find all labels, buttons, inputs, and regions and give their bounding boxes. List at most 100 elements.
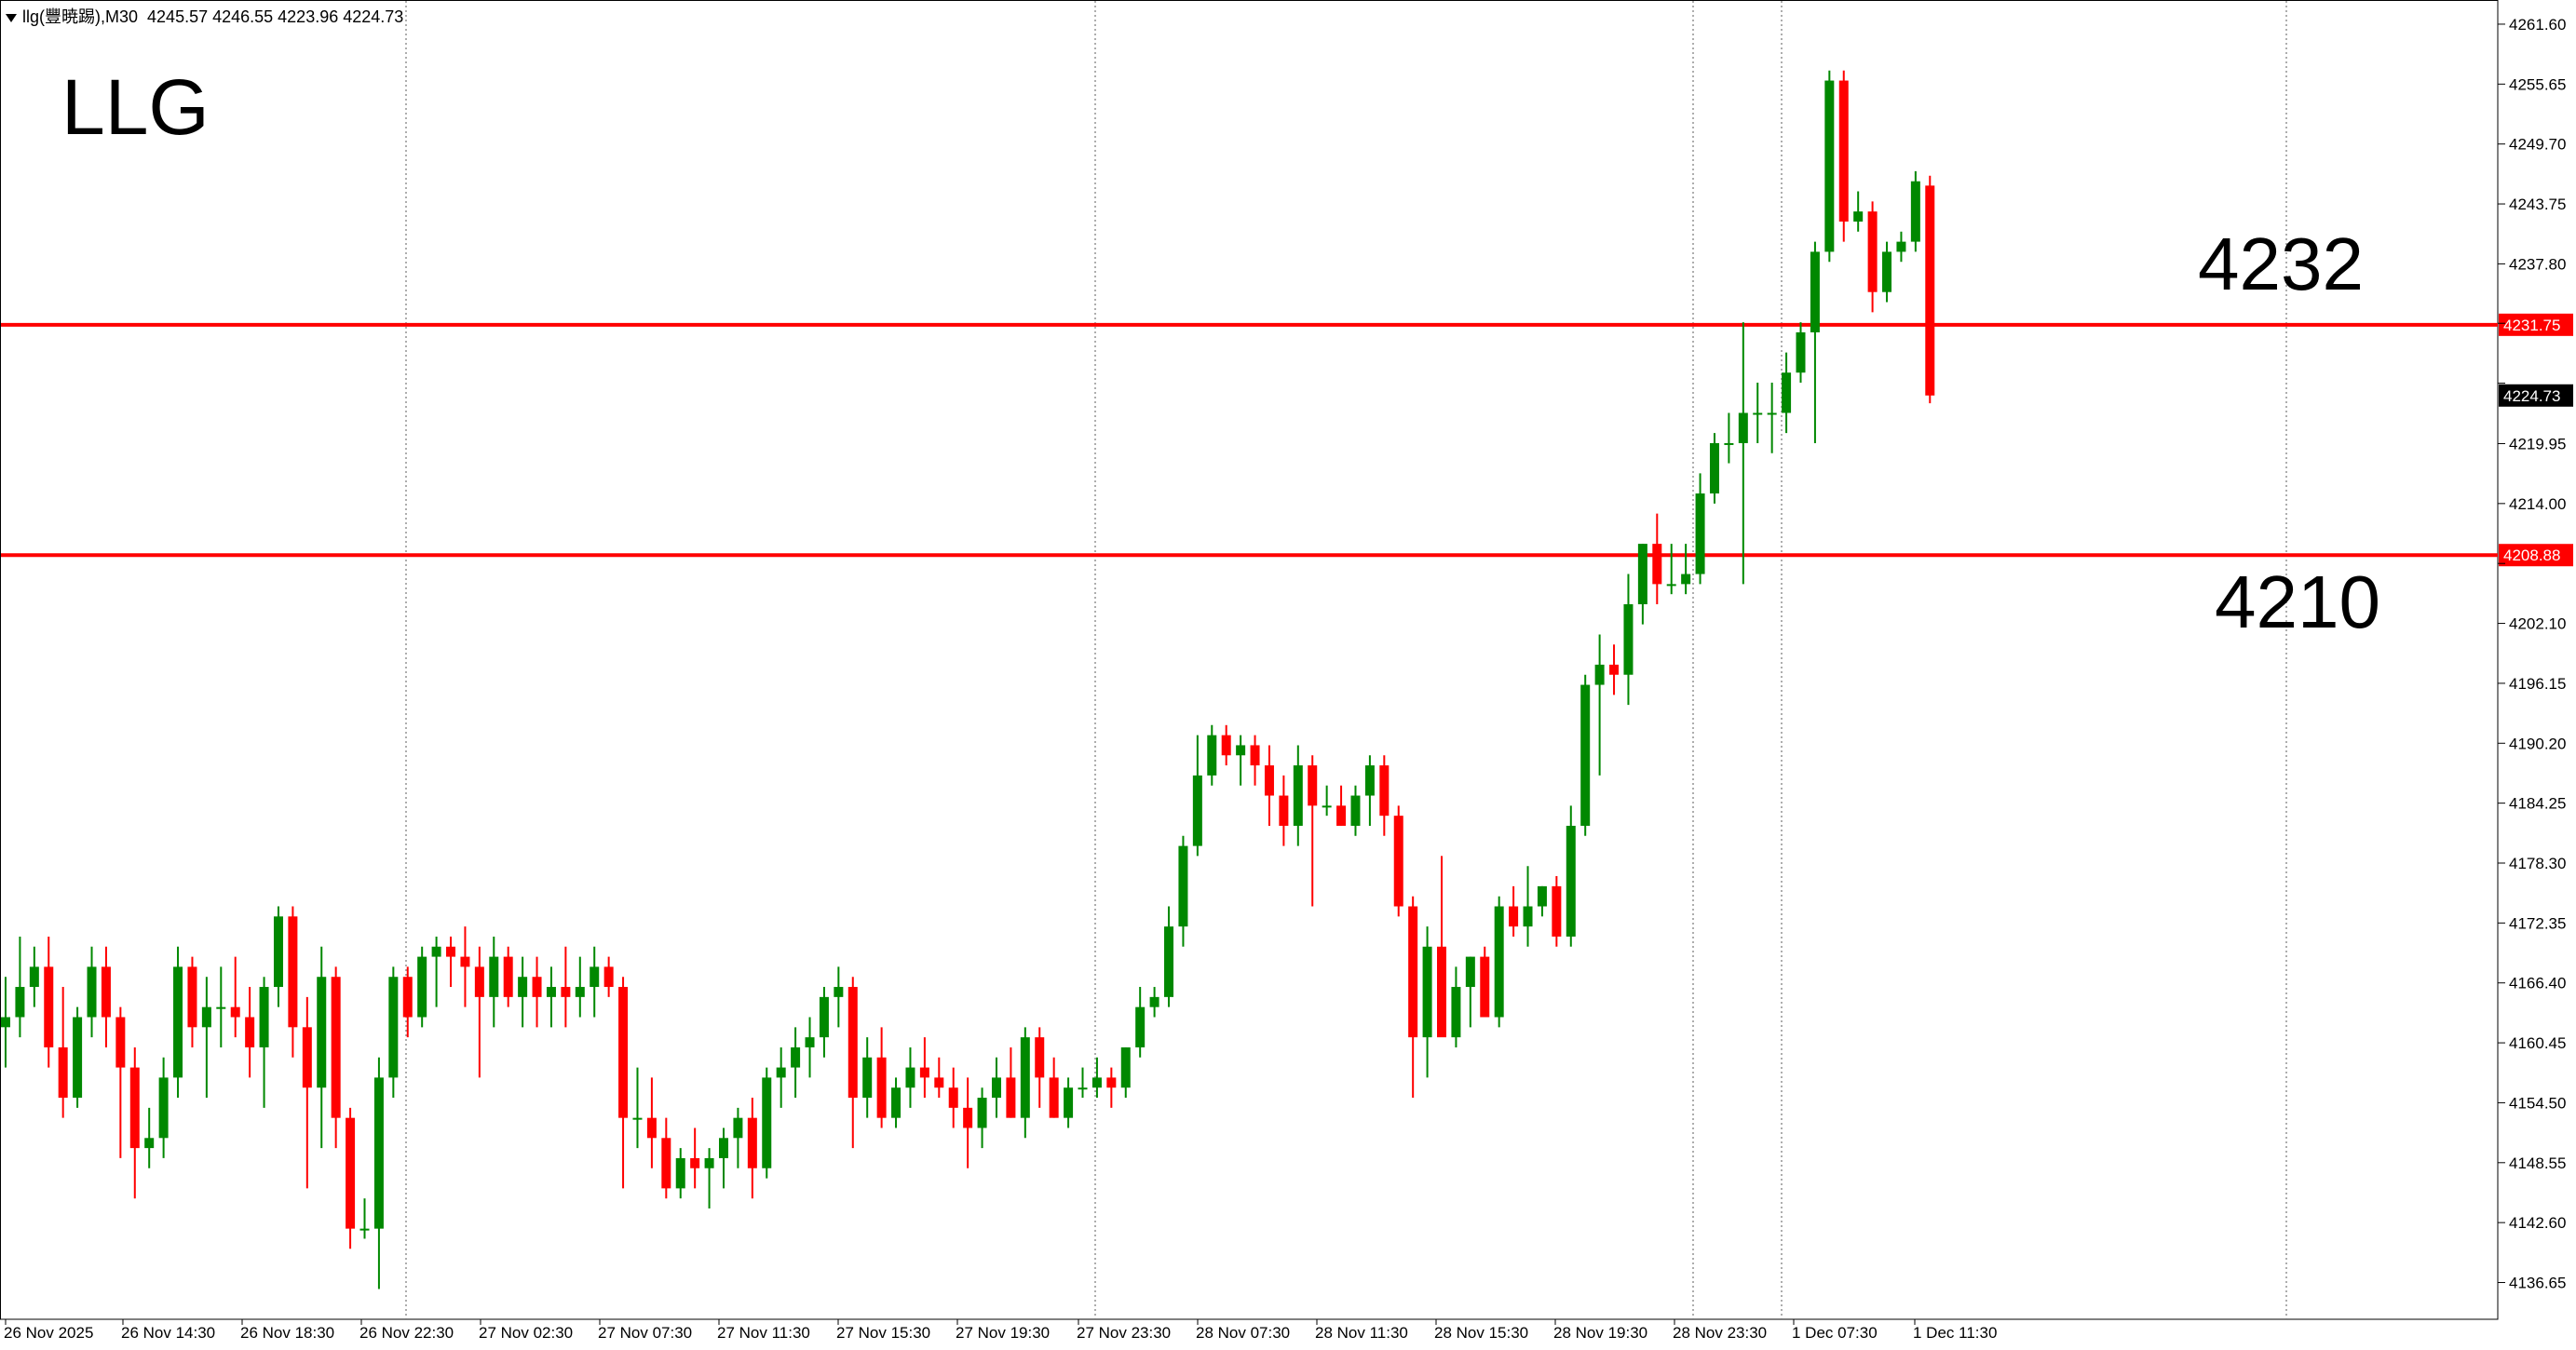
candle-body: [791, 1046, 801, 1068]
y-tick-label: 4172.35: [2509, 914, 2566, 932]
candle-body: [1207, 735, 1217, 776]
candle-body: [1293, 765, 1303, 826]
candle-body: [288, 916, 298, 1028]
current-price-tag: [2499, 384, 2573, 407]
candle-body: [187, 966, 197, 1028]
level-annotation: 4232: [2198, 223, 2364, 305]
candle-body: [719, 1138, 728, 1158]
candle-body: [546, 987, 556, 997]
candle-body: [518, 977, 528, 997]
y-tick-label: 4148.55: [2509, 1154, 2566, 1172]
candle-body: [646, 1117, 657, 1139]
candle-body: [1120, 1046, 1131, 1088]
candle-body: [690, 1157, 700, 1168]
candle-body: [1724, 442, 1734, 445]
candle-body: [1910, 181, 1920, 242]
candle-body: [1767, 412, 1777, 415]
candle-body: [1035, 1037, 1045, 1078]
dropdown-triangle-icon[interactable]: [6, 13, 17, 22]
candle-body: [1709, 442, 1719, 494]
chart-header: llg(豐暁踢),M30 4245.57 4246.55 4223.96 422…: [6, 4, 403, 28]
x-tick-label: 28 Nov 19:30: [1553, 1324, 1647, 1342]
candle-body: [1164, 926, 1174, 997]
candle-body: [963, 1107, 973, 1128]
candle-body: [446, 946, 456, 957]
candle-body: [661, 1138, 671, 1189]
y-tick-label: 4154.50: [2509, 1094, 2566, 1112]
candle-body: [359, 1228, 370, 1231]
x-tick-label: 27 Nov 15:30: [836, 1324, 930, 1342]
candle-body: [503, 956, 513, 997]
candle-body: [1236, 745, 1246, 756]
candle-body: [575, 987, 585, 997]
candle-body: [15, 987, 25, 1018]
candle-body: [417, 956, 427, 1018]
y-tick-label: 4255.65: [2509, 75, 2566, 93]
candle-body: [1652, 544, 1662, 585]
candle-body: [1279, 795, 1289, 826]
candle-body: [1695, 493, 1705, 574]
level-price-label: 4208.88: [2503, 547, 2560, 564]
candle-body: [1322, 805, 1332, 808]
candle-body: [216, 1006, 226, 1009]
candle-body: [1896, 241, 1906, 252]
candle-body: [747, 1117, 757, 1168]
y-tick-label: 4196.15: [2509, 675, 2566, 693]
x-tick-label: 28 Nov 15:30: [1434, 1324, 1528, 1342]
candle-body: [1250, 745, 1260, 766]
candle-body: [1838, 80, 1849, 222]
candle-body: [29, 966, 39, 988]
level-price-tag: [2499, 313, 2573, 336]
candle-body: [632, 1117, 643, 1120]
x-tick-label: 28 Nov 23:30: [1673, 1324, 1767, 1342]
x-tick-label: 1 Dec 11:30: [1913, 1324, 1997, 1342]
candle-body: [1336, 805, 1347, 826]
candle-body: [388, 977, 399, 1078]
chart-title: LLG: [61, 63, 210, 151]
candle-body: [302, 1027, 312, 1088]
candle-body: [1422, 946, 1432, 1038]
candle-body: [847, 987, 858, 1099]
x-tick-label: 26 Nov 2025: [4, 1324, 93, 1342]
candle-body: [1221, 735, 1231, 756]
candle-body: [1437, 946, 1446, 1038]
candle-body: [1566, 825, 1576, 937]
candle-body: [1393, 816, 1403, 907]
candle-body: [346, 1117, 356, 1229]
y-tick-label: 4237.80: [2509, 255, 2566, 273]
y-tick-label: 4160.45: [2509, 1034, 2566, 1052]
candle-body: [1049, 1077, 1059, 1118]
candle-body: [1091, 1077, 1102, 1088]
y-tick-label: 4190.20: [2509, 735, 2566, 752]
candle-body: [891, 1087, 902, 1118]
candle-body: [173, 966, 183, 1078]
candle-body: [834, 987, 844, 997]
x-tick-label: 27 Nov 02:30: [479, 1324, 573, 1342]
y-tick-label: 4166.40: [2509, 975, 2566, 992]
candle-body: [474, 966, 484, 997]
symbol-timeframe: llg(豐暁踢),M30: [22, 7, 139, 26]
candle-body: [144, 1138, 155, 1149]
candle-body: [1824, 80, 1835, 252]
candle-body: [1681, 574, 1691, 585]
candle-body: [1006, 1077, 1016, 1118]
candle-body: [1925, 185, 1935, 396]
candle-body: [1523, 906, 1533, 927]
candle-body: [776, 1067, 786, 1078]
candle-body: [1020, 1037, 1030, 1118]
y-tick-label: 4219.95: [2509, 435, 2566, 452]
candle-body: [1135, 1006, 1146, 1047]
x-tick-label: 27 Nov 19:30: [956, 1324, 1050, 1342]
plot-border: [0, 0, 2499, 1320]
candle-body: [1609, 664, 1620, 675]
candle-body: [1666, 584, 1676, 587]
candle-body: [1537, 885, 1547, 907]
candle-body: [733, 1117, 743, 1139]
candle-body: [259, 987, 269, 1047]
candle-body: [431, 946, 441, 957]
candle-body: [1494, 906, 1504, 1018]
candle-body: [1106, 1077, 1117, 1088]
candle-body: [977, 1098, 987, 1128]
candle-body: [862, 1057, 873, 1099]
